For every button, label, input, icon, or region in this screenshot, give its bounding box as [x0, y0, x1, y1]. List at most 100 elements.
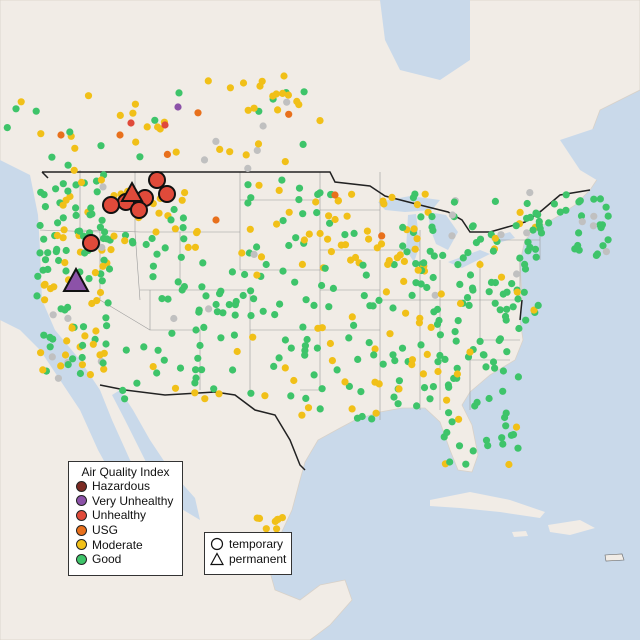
station-dot [508, 280, 516, 288]
station-dot [41, 296, 49, 304]
permanent-label: permanent [229, 551, 287, 566]
station-dot [259, 307, 267, 315]
station-dot [226, 148, 234, 156]
station-dot [142, 240, 150, 249]
station-dot [103, 322, 111, 330]
station-dot [59, 201, 67, 209]
station-dot [149, 273, 157, 281]
station-dot [273, 220, 281, 228]
station-dot [66, 192, 74, 201]
station-dot [41, 203, 50, 211]
station-dot [53, 245, 61, 253]
station-dot [343, 212, 351, 220]
station-dot [287, 344, 295, 352]
station-dot [212, 137, 220, 145]
station-dot [52, 185, 60, 193]
station-dot [491, 234, 499, 242]
station-dot [244, 199, 252, 207]
station-dot [562, 191, 570, 199]
station-dot [284, 91, 292, 99]
station-dot [107, 246, 115, 254]
station-dot [253, 243, 261, 251]
station-dot [441, 355, 449, 363]
station-dot [371, 345, 379, 353]
station-dot [509, 303, 517, 311]
station-dot [414, 266, 422, 274]
station-dot [443, 396, 451, 404]
legend-label: Moderate [92, 537, 143, 552]
station-dot [436, 351, 444, 360]
puerto-rico [604, 553, 625, 562]
station-dot [86, 371, 94, 379]
station-dot [249, 333, 257, 341]
station-dot [590, 195, 598, 203]
station-dot [283, 98, 291, 106]
station-dot [239, 291, 247, 300]
station-dot [184, 243, 192, 251]
station-dot [489, 247, 497, 255]
station-dot [279, 267, 287, 275]
station-dot [55, 256, 63, 265]
station-dot [429, 226, 437, 234]
station-dot [198, 283, 206, 291]
station-dot [226, 84, 234, 92]
station-dot [499, 440, 507, 448]
station-dot [503, 348, 511, 356]
station-dot [97, 176, 105, 184]
station-dot [382, 288, 390, 296]
very-unhealthy-permanent-marker [62, 266, 90, 292]
station-dot [515, 324, 523, 333]
station-dot [437, 290, 445, 298]
station-dot [149, 262, 157, 270]
station-dot [375, 380, 383, 388]
station-dot [448, 232, 456, 240]
station-dot [604, 212, 612, 220]
station-dot [100, 365, 108, 373]
station-dot [318, 385, 326, 393]
station-dot [54, 374, 63, 382]
station-dot [48, 153, 56, 161]
station-dot [269, 92, 277, 100]
station-dot [127, 119, 135, 127]
station-dot [281, 364, 289, 372]
station-dot [419, 370, 427, 378]
station-dot [279, 89, 287, 97]
station-dot [281, 336, 289, 344]
station-dot [201, 395, 209, 403]
good-swatch [76, 553, 87, 565]
station-dot [295, 184, 304, 192]
station-dot [57, 131, 65, 139]
station-dot [271, 311, 279, 319]
station-dot [239, 79, 248, 87]
station-dot [274, 106, 282, 114]
station-dot [428, 213, 436, 221]
station-dot [514, 295, 522, 303]
station-dot [337, 241, 345, 249]
station-dot [325, 303, 333, 311]
station-dot [502, 316, 510, 324]
station-dot [290, 376, 298, 385]
station-dot [480, 351, 488, 359]
station-dot [259, 122, 267, 130]
station-dot [429, 273, 437, 282]
station-dot [238, 249, 246, 257]
station-dot [122, 346, 130, 354]
station-dot [359, 261, 367, 269]
station-dot [192, 326, 200, 334]
station-dot [366, 302, 374, 310]
station-dot [351, 253, 360, 262]
station-dot [49, 311, 57, 319]
station-dot [54, 219, 62, 227]
station-dot [399, 242, 407, 250]
station-dot [99, 359, 107, 367]
cuba [430, 492, 545, 518]
station-dot [100, 256, 108, 264]
station-dot [217, 334, 225, 342]
station-dot [300, 236, 308, 244]
station-dot [87, 204, 95, 212]
station-dot [77, 178, 86, 186]
station-dot [179, 224, 187, 232]
legend-item-moderate: Moderate [76, 537, 182, 552]
station-dot [101, 228, 109, 236]
station-dot [545, 219, 553, 227]
